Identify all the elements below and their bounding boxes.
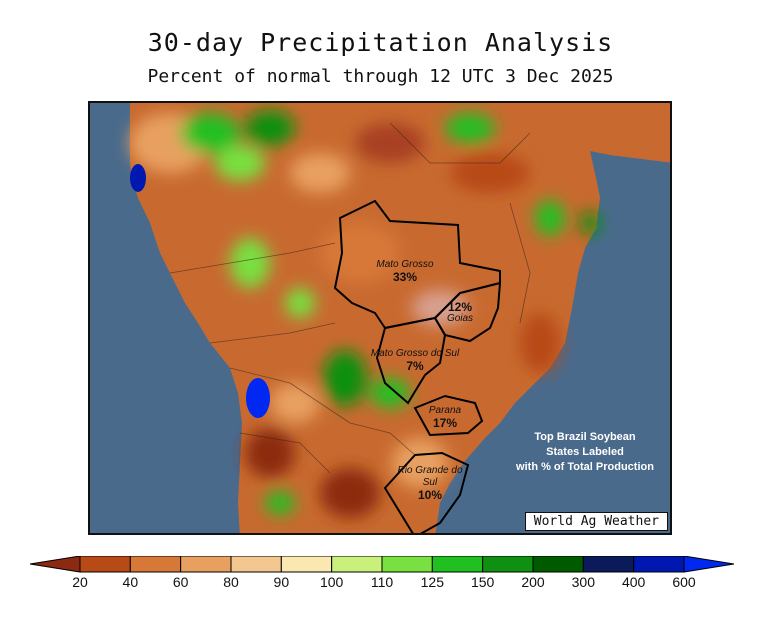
legend-tick-label: 150	[470, 574, 495, 590]
legend-swatch	[79, 556, 131, 573]
legend-swatch	[582, 556, 635, 573]
legend-swatch	[129, 556, 182, 573]
continent	[130, 103, 670, 533]
state-label-mato-grosso: Mato Grosso 33%	[376, 259, 434, 284]
state-label-rio-grande-do-sul: Rio Grande do Sul 10%	[397, 465, 463, 502]
map-title: 30-day Precipitation Analysis	[147, 28, 614, 57]
legend-tick-label: 40	[122, 574, 139, 590]
legend-swatch	[633, 556, 685, 573]
map-graphic	[90, 103, 670, 533]
legend-tick-label: 100	[319, 574, 344, 590]
parana-outline	[413, 394, 484, 437]
precipitation-shading	[130, 110, 600, 518]
color-legend: 20 40 60 80 90 100 110 125 150 200 300 400 600	[30, 556, 734, 596]
legend-swatch	[230, 556, 282, 573]
precipitation-map: Mato Grosso 33% 12% Goias Mato Grosso do…	[88, 101, 672, 535]
country-borders	[169, 122, 531, 474]
legend-tick-label: 80	[223, 574, 239, 590]
legend-tick-label: 110	[370, 574, 394, 590]
legend-tick-label: 600	[672, 574, 696, 590]
legend-swatch	[482, 556, 534, 573]
goias-outline	[433, 281, 502, 343]
mato-grosso-do-sul-outline	[375, 316, 447, 405]
map-subtitle: Percent of normal through 12 UTC 3 Dec 2…	[147, 66, 614, 87]
legend-swatch	[381, 556, 433, 573]
state-label-parana: Parana 17%	[428, 405, 462, 430]
legend-swatch	[180, 556, 232, 573]
state-label-mato-grosso-do-sul: Mato Grosso do Sul 7%	[370, 348, 460, 373]
lake-titicaca	[246, 378, 270, 418]
legend-swatch	[331, 556, 383, 573]
legend-tick-label: 20	[72, 574, 88, 590]
legend-swatch-low	[30, 556, 81, 573]
soybean-state-outlines	[333, 199, 502, 533]
legend-tick-label: 200	[521, 574, 545, 590]
legend-tick-label: 400	[621, 574, 646, 590]
legend-swatch	[280, 556, 333, 573]
wet-spot-north	[130, 164, 146, 192]
legend-swatch	[532, 556, 584, 573]
legend-swatch	[431, 556, 484, 573]
state-label-goias: 12% Goias	[446, 300, 474, 324]
credit-label: World Ag Weather	[524, 512, 668, 531]
legend-tick-label: 300	[571, 574, 595, 590]
rio-grande-do-sul-outline	[383, 451, 470, 533]
legend-tick-label: 125	[420, 574, 444, 590]
legend-colorbar	[30, 556, 734, 573]
map-note: Top Brazil Soybean States Labeled with %…	[516, 431, 654, 473]
legend-swatch-high	[683, 556, 734, 573]
legend-tick-label: 60	[172, 574, 189, 590]
legend-tick-label: 90	[273, 574, 290, 590]
